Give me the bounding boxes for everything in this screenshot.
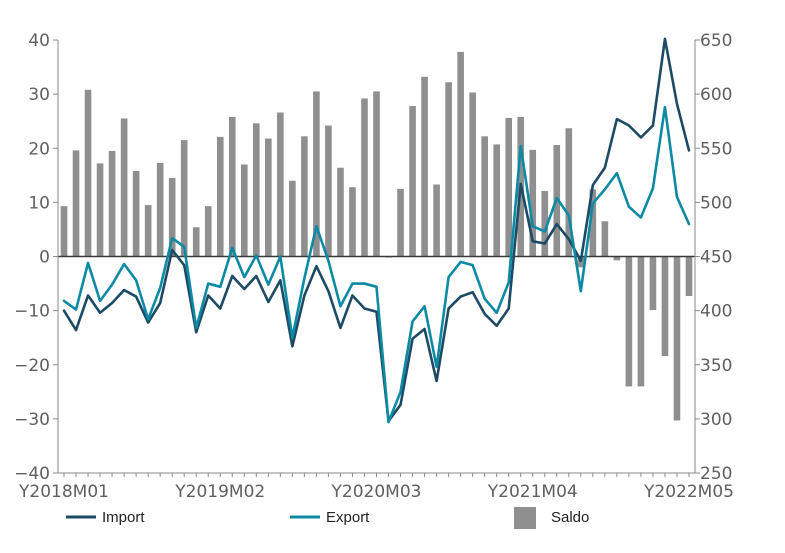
x-tick-label: Y2019M02 — [174, 482, 265, 502]
saldo-bar-Y2022M01 — [637, 256, 645, 387]
saldo-bar-Y2019M04 — [240, 164, 248, 257]
left-tick-label: −20 — [14, 356, 50, 376]
saldo-bar-Y2019M11 — [325, 125, 332, 257]
left-tick-label: 10 — [28, 193, 50, 213]
x-axis-ticks: Y2018M01 Y2019M02 Y2020M03 Y2021M04 Y2022M05 — [18, 473, 734, 502]
saldo-bar-Y2022M04 — [673, 256, 681, 421]
saldo-bar-Y2019M10 — [313, 91, 320, 257]
saldo-bar-Y2018M10 — [168, 178, 176, 257]
saldo-bar-Y2020M02 — [361, 98, 368, 257]
line-series-import — [62, 37, 691, 423]
saldo-bar-Y2019M06 — [265, 138, 272, 257]
saldo-bar-Y2020M11 — [469, 92, 476, 257]
saldo-bar-Y2021M07 — [565, 128, 573, 257]
saldo-bar-Y2021M04 — [529, 149, 537, 257]
left-tick-label: −10 — [14, 302, 50, 322]
legend-swatch-saldo — [514, 507, 536, 529]
saldo-bar-Y2021M10 — [601, 221, 609, 257]
saldo-bar-Y2019M02 — [216, 136, 224, 257]
saldo-bar-Y2021M02 — [505, 117, 513, 257]
saldo-bar-Y2021M01 — [493, 144, 500, 257]
saldo-bar-Y2018M11 — [180, 140, 188, 257]
series-lines — [62, 37, 691, 424]
saldo-bar-Y2022M03 — [661, 256, 669, 357]
saldo-bar-Y2018M06 — [120, 118, 128, 257]
saldo-bar-Y2019M07 — [277, 112, 284, 257]
saldo-bar-Y2021M11 — [613, 256, 621, 261]
saldo-bar-Y2020M12 — [481, 136, 488, 257]
saldo-bar-Y2020M09 — [445, 82, 452, 257]
x-tick-label: Y2020M03 — [331, 482, 422, 502]
saldo-bar-Y2020M06 — [409, 106, 416, 257]
left-axis-ticks: −40 −30 −20 −10 0 10 20 30 40 — [14, 31, 58, 484]
saldo-bar-Y2018M03 — [84, 89, 92, 257]
saldo-bar-Y2020M07 — [421, 76, 428, 257]
right-tick-label: 500 — [700, 193, 732, 213]
saldo-bars — [60, 51, 693, 421]
legend: Import Export Saldo — [66, 507, 589, 529]
saldo-bar-Y2020M05 — [397, 188, 404, 257]
legend-label-import: Import — [102, 509, 145, 526]
right-tick-label: 300 — [700, 410, 732, 430]
saldo-bar-Y2018M02 — [72, 150, 80, 257]
x-tick-label: Y2021M04 — [487, 482, 578, 502]
right-axis-ticks: 250 300 350 400 450 500 550 600 650 — [695, 31, 732, 484]
saldo-bar-Y2019M03 — [228, 116, 236, 257]
saldo-bar-Y2020M03 — [373, 91, 380, 257]
right-tick-label: 550 — [700, 139, 732, 159]
left-tick-label: 40 — [28, 31, 50, 51]
saldo-bar-Y2020M10 — [457, 51, 464, 257]
right-tick-label: 450 — [700, 248, 732, 268]
saldo-bar-Y2018M05 — [108, 150, 116, 257]
right-tick-label: 600 — [700, 85, 732, 105]
right-tick-label: 250 — [700, 464, 732, 484]
saldo-bar-Y2018M12 — [192, 227, 200, 257]
x-tick-label: Y2022M05 — [643, 482, 734, 502]
legend-label-saldo: Saldo — [551, 509, 589, 526]
saldo-bar-Y2021M09 — [589, 189, 597, 257]
saldo-bar-Y2020M01 — [349, 187, 356, 257]
saldo-bar-Y2021M12 — [625, 256, 633, 387]
line-series-export — [62, 105, 691, 424]
left-tick-label: −40 — [14, 464, 50, 484]
saldo-bar-Y2018M07 — [132, 170, 140, 257]
saldo-bar-Y2018M09 — [156, 162, 164, 257]
saldo-bar-Y2022M02 — [649, 256, 657, 311]
right-tick-label: 400 — [700, 302, 732, 322]
saldo-bar-Y2020M08 — [433, 184, 440, 257]
saldo-bar-Y2018M04 — [96, 163, 104, 257]
saldo-bar-Y2019M12 — [337, 167, 344, 257]
saldo-bar-Y2021M05 — [541, 191, 549, 257]
saldo-bar-Y2019M01 — [204, 206, 212, 257]
saldo-bar-Y2018M01 — [60, 206, 68, 257]
saldo-bar-Y2018M08 — [144, 205, 152, 257]
saldo-bar-Y2022M05 — [685, 256, 693, 297]
left-tick-label: 30 — [28, 85, 50, 105]
saldo-bar-Y2019M05 — [253, 123, 260, 257]
right-tick-label: 350 — [700, 356, 732, 376]
legend-label-export: Export — [326, 509, 370, 526]
x-tick-label: Y2018M01 — [18, 482, 109, 502]
right-tick-label: 650 — [700, 31, 732, 51]
left-tick-label: 20 — [28, 139, 50, 159]
saldo-bar-Y2019M09 — [301, 136, 308, 257]
left-tick-label: 0 — [39, 248, 50, 268]
saldo-bar-Y2019M08 — [289, 180, 296, 257]
left-tick-label: −30 — [14, 410, 50, 430]
